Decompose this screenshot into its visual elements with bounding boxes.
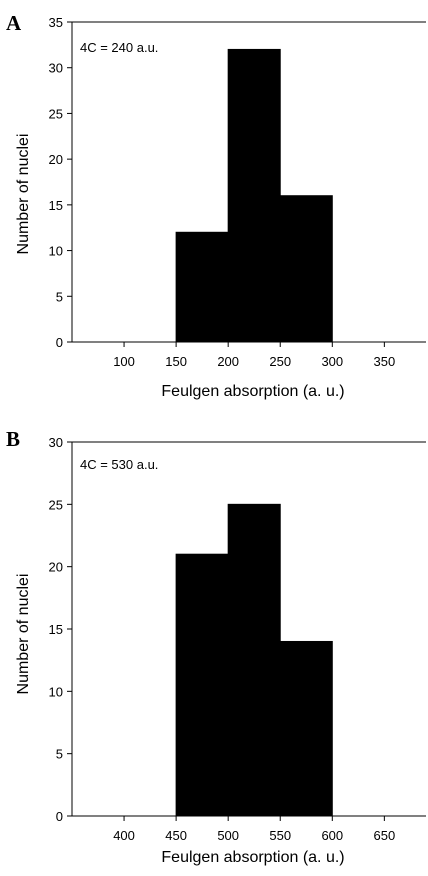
panel-b-y-tick-label: 15 (49, 622, 63, 637)
panel-b-letter: B (6, 427, 20, 451)
panel-b-x-tick-label: 650 (374, 828, 396, 843)
panel-b-x-tick-label: 500 (217, 828, 239, 843)
panel-a-y-tick-label: 15 (49, 198, 63, 213)
panel-b-x-tick-label: 450 (165, 828, 187, 843)
panel-b-x-tick-label: 550 (269, 828, 291, 843)
panel-a-y-tick-label: 35 (49, 15, 63, 30)
panel-b-chart: B 4C = 530 a.u. Feulgen absorption (a. u… (6, 427, 426, 866)
panel-b-annotation: 4C = 530 a.u. (80, 457, 158, 472)
panel-a-y-tick-label: 10 (49, 244, 63, 259)
panel-b-x-axis-title: Feulgen absorption (a. u.) (161, 849, 344, 866)
panel-a-letter: A (6, 11, 22, 35)
panel-b-bar-1 (175, 553, 229, 817)
panel-b-bar-3 (279, 640, 333, 817)
panel-a-bar-2 (227, 48, 281, 343)
panel-b-y-tick-label: 10 (49, 684, 63, 699)
panel-b-y-tick-label: 30 (49, 435, 63, 450)
panel-a-x-tick-label: 300 (321, 354, 343, 369)
panel-b-bar-2 (227, 503, 281, 817)
panel-a-x-tick-label: 250 (269, 354, 291, 369)
panel-b-x-tick-label: 600 (321, 828, 343, 843)
panel-a-y-tick-label: 25 (49, 106, 63, 121)
panel-b-y-tick-label: 20 (49, 560, 63, 575)
panel-b-y-tick-label: 0 (56, 809, 63, 824)
panel-b-y-tick-label: 5 (56, 747, 63, 762)
panel-a-y-tick-label: 20 (49, 152, 63, 167)
panel-a-y-tick-label: 0 (56, 335, 63, 350)
panel-a-y-axis-title: Number of nuclei (15, 134, 32, 255)
panel-a-chart: A 4C = 240 a.u. Feulgen absorption (a. u… (6, 11, 426, 400)
panel-a-x-tick-label: 150 (165, 354, 187, 369)
panel-a-bar-3 (279, 195, 333, 343)
panel-b-x-tick-label: 400 (113, 828, 135, 843)
panel-a-y-tick-label: 30 (49, 61, 63, 76)
panel-a-annotation: 4C = 240 a.u. (80, 40, 158, 55)
panel-a-x-tick-label: 100 (113, 354, 135, 369)
panel-a-x-tick-label: 350 (374, 354, 396, 369)
panel-a-x-axis-title: Feulgen absorption (a. u.) (161, 383, 344, 400)
panel-a-x-tick-label: 200 (217, 354, 239, 369)
panel-b-y-tick-label: 25 (49, 497, 63, 512)
panel-a-y-tick-label: 5 (56, 289, 63, 304)
panel-b-y-axis-title: Number of nuclei (15, 574, 32, 695)
panel-a-bar-1 (175, 231, 229, 343)
